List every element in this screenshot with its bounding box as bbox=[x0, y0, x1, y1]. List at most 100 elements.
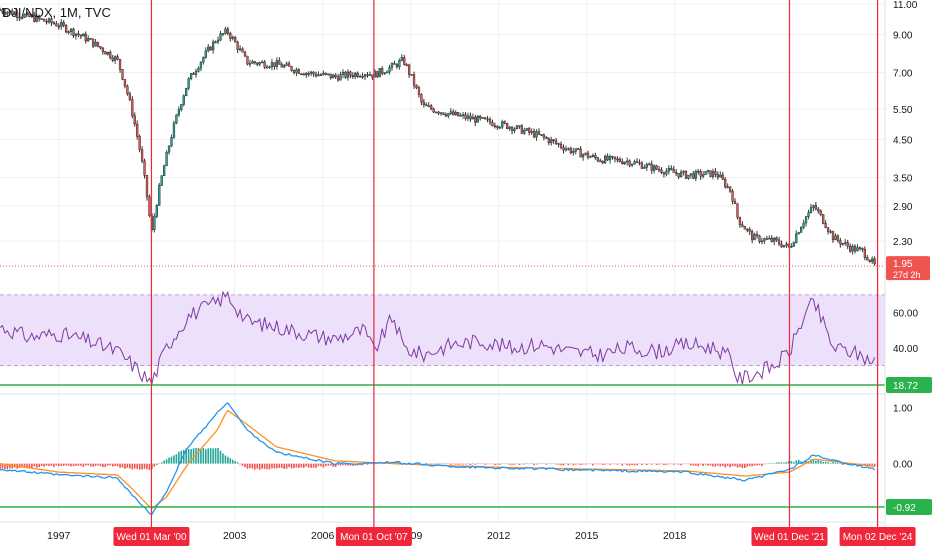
macd-histogram-bar bbox=[374, 463, 376, 465]
candle-body bbox=[229, 32, 232, 39]
candle-body bbox=[243, 51, 247, 57]
macd-histogram-bar bbox=[714, 463, 717, 467]
macd-histogram-bar bbox=[756, 463, 758, 466]
candle-body bbox=[209, 46, 212, 51]
macd-histogram-bar bbox=[288, 463, 290, 468]
macd-histogram-bar bbox=[626, 463, 628, 466]
candle-body bbox=[356, 72, 359, 77]
macd-histogram-bar bbox=[322, 463, 325, 468]
macd-histogram-bar bbox=[871, 463, 873, 466]
candle-body bbox=[437, 111, 440, 114]
macd-histogram-bar bbox=[258, 463, 261, 470]
candle-body bbox=[79, 34, 82, 37]
macd-histogram-bar bbox=[817, 459, 820, 464]
candle-body bbox=[540, 134, 543, 136]
candle-body bbox=[163, 165, 166, 177]
candle-body bbox=[11, 10, 14, 15]
macd-histogram-bar bbox=[604, 463, 606, 465]
candle-body bbox=[491, 122, 494, 127]
candle-body bbox=[62, 22, 65, 26]
candle-body bbox=[868, 259, 871, 262]
macd-histogram-bar bbox=[48, 463, 50, 466]
macd-histogram-bar bbox=[646, 463, 648, 466]
macd-histogram-bar bbox=[283, 463, 285, 469]
candle-body bbox=[8, 10, 11, 13]
candle-body bbox=[285, 63, 288, 66]
candle-body bbox=[557, 143, 560, 145]
macd-histogram-bar bbox=[425, 462, 428, 464]
candle-body bbox=[645, 164, 648, 168]
macd-histogram-bar bbox=[778, 462, 780, 464]
candle-body bbox=[410, 74, 413, 76]
macd-histogram-bar bbox=[227, 456, 229, 464]
candle-body bbox=[628, 160, 631, 166]
candle-body bbox=[481, 117, 484, 119]
macd-histogram-bar bbox=[107, 463, 109, 466]
price-tick-label: 2.90 bbox=[893, 202, 913, 213]
candle-body bbox=[653, 165, 656, 171]
macd-histogram-bar bbox=[800, 461, 802, 464]
candle-body bbox=[684, 170, 688, 179]
macd-histogram-bar bbox=[359, 463, 361, 466]
macd-histogram-bar bbox=[709, 463, 712, 466]
macd-histogram-bar bbox=[290, 463, 293, 469]
macd-histogram-bar bbox=[474, 463, 477, 465]
macd-histogram-bar bbox=[589, 463, 592, 465]
year-label: 2006 bbox=[311, 530, 335, 542]
year-label: 2018 bbox=[663, 530, 687, 542]
macd-histogram-bar bbox=[217, 447, 219, 464]
macd-histogram-bar bbox=[163, 460, 165, 464]
macd-histogram-bar bbox=[349, 463, 352, 466]
candle-body bbox=[204, 50, 207, 58]
candle-body bbox=[731, 190, 734, 202]
candle-body bbox=[89, 38, 92, 40]
candle-body bbox=[728, 186, 732, 192]
macd-histogram-bar bbox=[753, 463, 756, 466]
macd-histogram-bar bbox=[440, 463, 442, 465]
macd-histogram-bar bbox=[138, 463, 141, 470]
candle-body bbox=[368, 74, 372, 76]
candle-body bbox=[430, 105, 433, 110]
macd-histogram-bar bbox=[153, 463, 156, 467]
macd-histogram-bar bbox=[780, 462, 783, 464]
candle-body bbox=[483, 117, 487, 120]
candle-body bbox=[564, 148, 568, 151]
macd-histogram-bar bbox=[239, 463, 241, 465]
candle-body bbox=[496, 125, 499, 128]
candle-body bbox=[160, 175, 163, 186]
macd-histogram-bar bbox=[293, 463, 295, 469]
last-price-value: 1.95 bbox=[893, 259, 913, 270]
candle-body bbox=[660, 169, 663, 173]
candle-body bbox=[866, 257, 869, 261]
macd-line bbox=[0, 401, 876, 516]
macd-histogram-bar bbox=[70, 463, 72, 467]
candle-body bbox=[219, 33, 222, 41]
price-tick-label: 3.50 bbox=[893, 173, 913, 184]
candle-body bbox=[586, 152, 590, 158]
candle-body bbox=[371, 74, 374, 78]
macd-histogram-bar bbox=[60, 463, 63, 466]
candle-body bbox=[721, 174, 724, 180]
candle-body bbox=[474, 116, 477, 123]
candle-body bbox=[412, 74, 416, 86]
year-label: 2012 bbox=[487, 530, 511, 542]
macd-histogram-bar bbox=[6, 463, 9, 470]
candle-body bbox=[327, 73, 330, 76]
candle-body bbox=[305, 73, 308, 76]
candle-body bbox=[506, 123, 509, 129]
macd-histogram-bar bbox=[276, 463, 278, 469]
candle-body bbox=[13, 12, 16, 15]
candle-body bbox=[687, 174, 690, 179]
macd-histogram-bar bbox=[251, 463, 254, 469]
candle-body bbox=[523, 130, 526, 134]
macd-histogram-bar bbox=[58, 463, 60, 467]
macd-histogram-bar bbox=[207, 448, 210, 464]
macd-histogram-bar bbox=[692, 463, 695, 466]
macd-histogram-bar bbox=[278, 463, 281, 468]
candle-body bbox=[388, 67, 391, 73]
candle-body bbox=[319, 74, 323, 77]
macd-histogram-bar bbox=[214, 448, 217, 464]
date-marker-label: Wed 01 Dec '21 bbox=[754, 532, 825, 543]
candle-body bbox=[197, 68, 200, 72]
